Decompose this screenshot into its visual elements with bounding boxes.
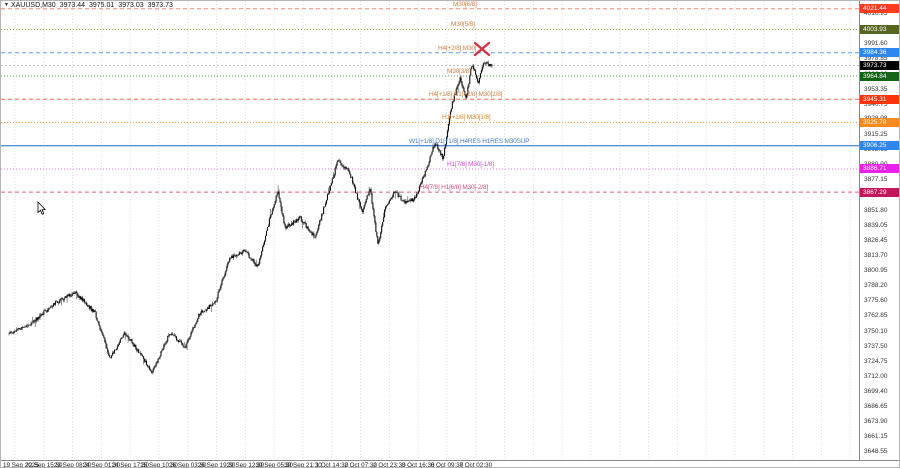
ohlc-info: ▼ XAUUSD,M30 3973.44 3975.01 3973.03 3973.73 (4, 2, 177, 9)
price-tick: 3661.15 (864, 433, 888, 440)
level-price-box-8: 3867.29 (860, 188, 899, 197)
time-tick: 26 Sep 03:30 (169, 462, 207, 468)
time-tick: 19 Sep 2025 (3, 462, 39, 468)
price-tick: 3750.10 (864, 328, 888, 335)
level-price-box-1: 4003.93 (860, 25, 899, 34)
price-tick: 3978.85 (864, 55, 888, 62)
time-tick: 3 Oct 16:30 (401, 462, 435, 468)
price-tick: 3940.75 (864, 101, 888, 108)
price-tick: 3724.75 (864, 358, 888, 365)
level-price-box-5: 3925.78 (860, 118, 899, 127)
level-price-box-3: 3964.84 (860, 72, 899, 81)
price-tick: 3800.95 (864, 267, 888, 274)
time-tick: 26 Sep 19:30 (197, 462, 236, 468)
symbol-timeframe: XAUUSD,M30 (10, 2, 56, 9)
price-tick: 3991.60 (864, 40, 888, 47)
price-chart-canvas[interactable] (1, 1, 900, 460)
price-tick: 3673.90 (864, 418, 888, 425)
price-tick: 3813.70 (864, 252, 888, 259)
time-tick: 2 Oct 23:30 (373, 462, 406, 468)
ohlc-low: 3973.03 (118, 2, 144, 9)
time-tick: 7 Oct 02:30 (459, 462, 493, 468)
current-price-box: 3973.73 (860, 61, 899, 70)
ohlc-close: 3973.73 (147, 2, 173, 9)
time-tick: 1 Oct 14:30 (315, 462, 349, 468)
candle-wicks (8, 60, 493, 375)
ohlc-high: 3975.01 (89, 2, 115, 9)
time-tick: 6 Oct 09:30 (430, 462, 464, 468)
time-tick: 24 Sep 01:30 (82, 462, 121, 468)
level-price-box-4: 3945.31 (860, 95, 899, 104)
price-tick: 3953.35 (864, 86, 888, 93)
time-tick: 24 Sep 17:30 (111, 462, 149, 468)
price-tick: 3775.60 (864, 297, 888, 304)
price-tick: 3788.20 (864, 282, 888, 289)
level-price-box-2: 3984.36 (860, 48, 899, 57)
price-tick: 3686.65 (864, 403, 888, 410)
price-tick: 3737.50 (864, 343, 888, 350)
price-tick: 3699.40 (864, 388, 888, 395)
time-tick: 2 Oct 07:30 (344, 462, 377, 468)
time-tick: 30 Sep 05:30 (255, 462, 293, 468)
price-tick: 3851.80 (864, 207, 888, 214)
symbol-expander-icon[interactable]: ▼ (4, 2, 9, 8)
time-tick: 29 Sep 12:30 (226, 462, 265, 468)
time-tick: 30 Sep 21:30 (284, 462, 322, 468)
price-tick: 3839.05 (864, 222, 888, 229)
x-cross-marker[interactable] (473, 41, 491, 57)
level-price-box-0: 4021.44 (860, 4, 899, 13)
cursor-pointer-icon (37, 201, 47, 215)
time-axis[interactable]: 19 Sep 2025 22 Sep 15:30 23 Sep 08:30 24 Se… (1, 460, 899, 468)
price-tick: 3712.00 (864, 373, 888, 380)
ohlc-open: 3973.44 (59, 2, 85, 9)
time-tick: 25 Sep 10:30 (140, 462, 178, 468)
time-tick: 22 Sep 15:30 (25, 462, 63, 468)
price-tick: 3877.15 (864, 176, 888, 183)
price-tick: 4016.95 (864, 10, 888, 17)
level-price-box-7: 3886.71 (860, 164, 899, 173)
price-tick: 3648.55 (864, 448, 888, 455)
price-tick: 3762.85 (864, 312, 888, 319)
price-tick: 3915.25 (864, 131, 888, 138)
time-tick: 23 Sep 08:30 (53, 462, 92, 468)
price-axis[interactable]: 4016.953991.603978.853966.103953.353940.… (859, 1, 899, 460)
price-tick: 3826.45 (864, 237, 888, 244)
level-price-box-6: 3906.25 (860, 141, 899, 150)
candle-bodies (8, 62, 493, 373)
